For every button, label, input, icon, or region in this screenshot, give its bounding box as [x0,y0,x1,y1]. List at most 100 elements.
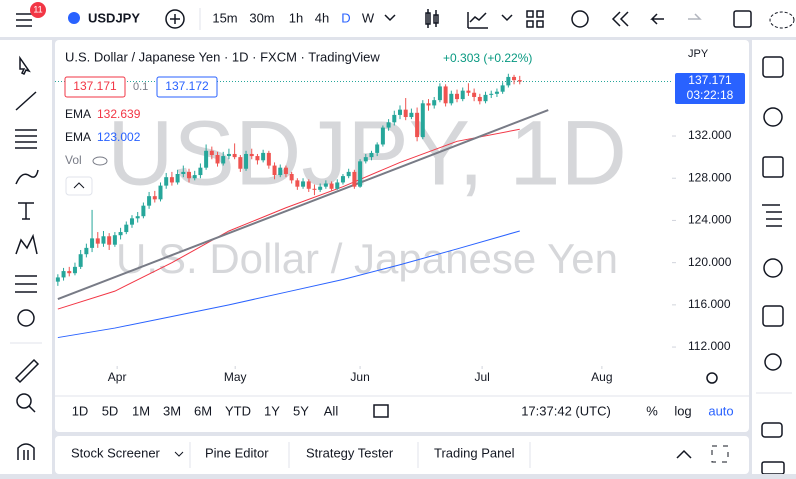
y-tick-label: 124.000 [688,213,732,227]
icon-part [73,182,85,189]
indicators-icon[interactable] [467,12,488,29]
candle-body [169,177,174,183]
currency[interactable]: JPY [688,48,709,60]
icon-part [28,405,36,413]
range-button[interactable]: 3M [163,403,181,418]
alerts-icon[interactable] [763,107,783,127]
calendar-icon[interactable] [762,305,784,327]
symbol[interactable]: USDJPY [88,10,140,25]
undo-icon[interactable] [650,13,664,25]
y-tick-label: 132.000 [688,128,732,142]
x-tick-label: May [224,370,247,384]
forecast-tool[interactable] [15,275,37,293]
panel-tab[interactable]: Stock Screener [71,445,161,460]
candle-body [426,103,431,106]
text-tool[interactable] [18,202,34,220]
alert-icon[interactable] [571,10,589,28]
trend-line [57,109,549,300]
candle-body [329,183,334,189]
calendar-list-icon[interactable] [762,204,782,227]
redo-icon[interactable] [688,13,702,20]
dropdown-arrow[interactable] [501,14,513,22]
ideas-icon[interactable] [763,258,783,278]
menu-icon[interactable] [16,13,32,27]
candle-body [289,174,294,181]
y-tick-label: 116.000 [688,297,731,311]
collapse-legend[interactable] [65,176,93,196]
candle-body [221,156,226,164]
interval[interactable]: D [341,10,350,25]
interval[interactable]: W [362,10,375,25]
emoji-tool[interactable] [17,309,35,327]
candle-body [238,157,243,169]
candle-body [455,93,460,100]
interval[interactable]: 4h [315,10,329,25]
candle-body [312,188,317,190]
candle-body [460,90,465,100]
buy-button[interactable] [156,76,218,98]
brush-tool[interactable] [15,169,39,185]
ema-line [57,230,520,339]
ema-value: 132.639 [97,107,141,121]
scale-button[interactable]: auto [708,403,733,418]
candle-body [255,156,260,161]
interval[interactable]: 30m [249,10,274,25]
pattern-tool[interactable] [15,233,38,255]
ema-line [57,128,520,310]
hints-icon[interactable] [764,353,782,371]
ema-name: EMA [65,107,91,121]
candle-body [375,144,380,153]
range-button[interactable]: 1M [132,403,150,418]
collapse-panel[interactable] [676,449,692,459]
candle-body [432,100,437,106]
hide-icon[interactable] [92,156,108,166]
candle-body [129,218,134,225]
badge [30,2,46,18]
panel-tab[interactable]: Pine Editor [205,445,269,460]
candles-icon[interactable] [425,9,439,28]
right-toolbar [752,40,796,474]
add-symbol[interactable] [165,9,185,29]
cursor-tool[interactable] [19,55,31,76]
candle-body [112,235,117,245]
range-button[interactable]: 5Y [293,403,309,418]
spread: 0.1 [133,81,148,93]
zoom-tool[interactable] [16,393,32,409]
chat-icon[interactable] [761,422,783,438]
candle-body [295,180,300,187]
dropdown-arrow[interactable] [174,451,184,457]
candle-body [318,186,323,190]
fib-tool[interactable] [15,129,37,149]
panel-tab[interactable]: Strategy Tester [306,445,394,460]
range-button[interactable]: 6M [194,403,212,418]
ruler-tool[interactable] [14,358,40,384]
sell-button[interactable] [64,76,126,98]
maximize-panel[interactable] [711,445,729,463]
range-button[interactable]: 1Y [264,403,280,418]
trendline-tool[interactable] [15,91,37,111]
x-tick-label: Aug [591,370,612,384]
interval[interactable]: 15m [212,10,237,25]
goto-date[interactable] [373,404,389,418]
candle-body [500,85,505,92]
watchlist-icon[interactable] [762,56,784,78]
scale-button[interactable]: log [674,403,691,418]
range-button[interactable]: 5D [102,403,119,418]
candle-body [512,76,517,81]
magnet-tool[interactable] [17,443,35,460]
range-button[interactable]: YTD [225,403,251,418]
candle-body [124,224,129,233]
settings-icon[interactable] [706,372,718,384]
fullscreen-icon[interactable] [733,10,752,28]
countdown: 03:22:18 [687,88,734,102]
interval[interactable]: 1h [289,10,303,25]
range-button[interactable]: All [324,403,339,418]
range-button[interactable]: 1D [72,403,89,418]
replay-icon[interactable] [611,11,629,27]
layouts-icon[interactable] [526,10,544,28]
news-icon[interactable] [762,156,784,178]
dropdown-arrow[interactable] [384,14,396,22]
cloud-icon[interactable] [769,11,795,29]
scale-button[interactable]: % [646,403,658,418]
panel-tab[interactable]: Trading Panel [434,445,515,460]
